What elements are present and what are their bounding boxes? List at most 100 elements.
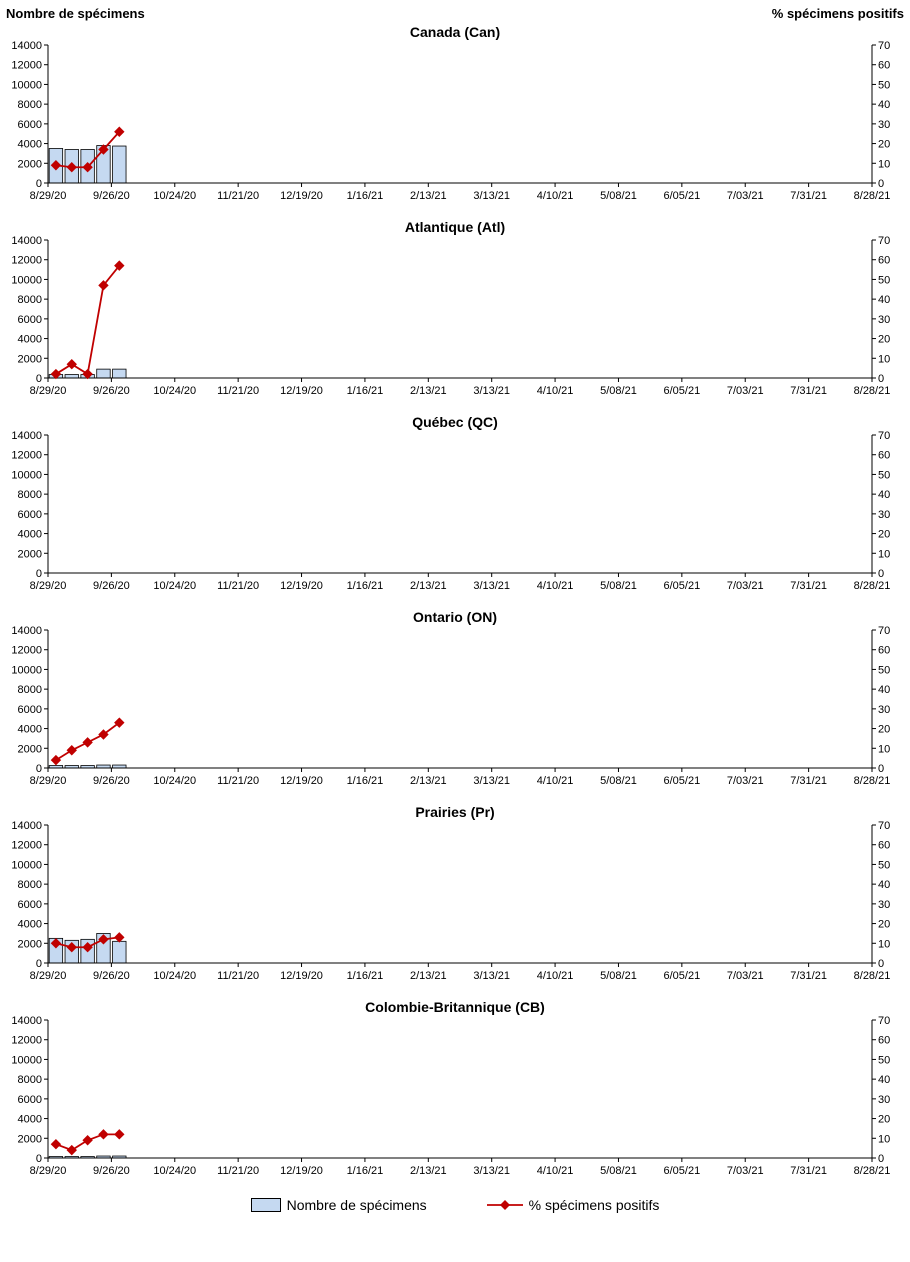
y-left-tick: 8000 <box>18 684 42 696</box>
x-tick: 1/16/21 <box>347 775 384 787</box>
x-tick: 7/31/21 <box>790 580 827 592</box>
panel-3: Ontario (ON)0200040006000800010000120001… <box>6 608 904 803</box>
y-right-tick: 60 <box>878 255 890 267</box>
y-right-tick: 70 <box>878 430 890 442</box>
x-tick: 1/16/21 <box>347 1165 384 1177</box>
x-tick: 10/24/20 <box>153 385 196 397</box>
bar <box>113 369 126 378</box>
x-tick: 5/08/21 <box>600 385 637 397</box>
y-right-tick: 10 <box>878 1133 890 1145</box>
y-right-tick: 20 <box>878 334 890 346</box>
y-left-tick: 12000 <box>11 60 42 72</box>
x-tick: 2/13/21 <box>410 775 447 787</box>
y-right-tick: 30 <box>878 704 890 716</box>
x-tick: 10/24/20 <box>153 775 196 787</box>
x-tick: 12/19/20 <box>280 1165 323 1177</box>
x-tick: 10/24/20 <box>153 1165 196 1177</box>
x-tick: 11/21/20 <box>217 1165 259 1177</box>
x-tick: 7/31/21 <box>790 385 827 397</box>
panel-2: Québec (QC)02000400060008000100001200014… <box>6 413 904 608</box>
y-left-tick: 0 <box>36 958 42 970</box>
y-left-tick: 8000 <box>18 294 42 306</box>
x-tick: 4/10/21 <box>537 970 574 982</box>
y-right-tick: 20 <box>878 139 890 151</box>
y-right-tick: 10 <box>878 353 890 365</box>
y-right-tick: 40 <box>878 879 890 891</box>
x-tick: 5/08/21 <box>600 580 637 592</box>
y-left-tick: 0 <box>36 373 42 385</box>
x-tick: 5/08/21 <box>600 775 637 787</box>
y-left-tick: 10000 <box>11 859 42 871</box>
y-left-tick: 14000 <box>11 430 42 442</box>
y-left-tick: 10000 <box>11 469 42 481</box>
y-right-tick: 10 <box>878 938 890 950</box>
x-tick: 7/31/21 <box>790 1165 827 1177</box>
x-tick: 12/19/20 <box>280 580 323 592</box>
x-tick: 9/26/20 <box>93 775 130 787</box>
y-left-tick: 2000 <box>18 353 42 365</box>
y-right-tick: 30 <box>878 1094 890 1106</box>
y-right-tick: 40 <box>878 489 890 501</box>
x-tick: 5/08/21 <box>600 970 637 982</box>
x-tick: 10/24/20 <box>153 580 196 592</box>
y-left-tick: 2000 <box>18 158 42 170</box>
y-left-tick: 10000 <box>11 274 42 286</box>
y-left-tick: 4000 <box>18 919 42 931</box>
x-tick: 6/05/21 <box>663 385 700 397</box>
marker <box>67 1146 76 1155</box>
legend-bar-swatch <box>251 1198 281 1212</box>
x-tick: 11/21/20 <box>217 775 259 787</box>
x-tick: 6/05/21 <box>663 775 700 787</box>
y-right-tick: 50 <box>878 79 890 91</box>
y-right-tick: 50 <box>878 1054 890 1066</box>
panel-5: Colombie-Britannique (CB)020004000600080… <box>6 998 904 1193</box>
y-left-tick: 12000 <box>11 450 42 462</box>
marker <box>51 1140 60 1149</box>
left-axis-title: Nombre de spécimens <box>6 6 145 21</box>
panel-title: Atlantique (Atl) <box>6 219 904 235</box>
x-tick: 3/13/21 <box>473 970 510 982</box>
x-tick: 4/10/21 <box>537 385 574 397</box>
y-left-tick: 6000 <box>18 314 42 326</box>
y-right-tick: 50 <box>878 274 890 286</box>
x-tick: 1/16/21 <box>347 970 384 982</box>
y-left-tick: 0 <box>36 568 42 580</box>
y-right-tick: 70 <box>878 40 890 52</box>
x-tick: 4/10/21 <box>537 190 574 202</box>
x-tick: 11/21/20 <box>217 385 259 397</box>
marker <box>83 738 92 747</box>
x-tick: 3/13/21 <box>473 775 510 787</box>
y-left-tick: 10000 <box>11 664 42 676</box>
y-left-tick: 4000 <box>18 1114 42 1126</box>
y-left-tick: 0 <box>36 763 42 775</box>
x-tick: 2/13/21 <box>410 1165 447 1177</box>
y-right-tick: 30 <box>878 314 890 326</box>
x-tick: 7/03/21 <box>727 1165 764 1177</box>
marker <box>115 1130 124 1139</box>
x-tick: 6/05/21 <box>663 580 700 592</box>
y-right-tick: 10 <box>878 158 890 170</box>
y-left-tick: 8000 <box>18 1074 42 1086</box>
x-tick: 7/03/21 <box>727 580 764 592</box>
x-tick: 12/19/20 <box>280 385 323 397</box>
x-tick: 10/24/20 <box>153 970 196 982</box>
x-tick: 3/13/21 <box>473 385 510 397</box>
y-right-tick: 30 <box>878 509 890 521</box>
chart-svg: 0200040006000800010000120001400001020304… <box>6 218 904 413</box>
y-right-tick: 10 <box>878 743 890 755</box>
x-tick: 8/28/21 <box>854 190 891 202</box>
y-right-tick: 0 <box>878 373 884 385</box>
y-left-tick: 14000 <box>11 235 42 247</box>
y-left-tick: 2000 <box>18 743 42 755</box>
legend-line-swatch <box>487 1199 523 1211</box>
y-right-tick: 20 <box>878 529 890 541</box>
x-tick: 8/29/20 <box>30 580 67 592</box>
y-left-tick: 8000 <box>18 99 42 111</box>
y-right-tick: 40 <box>878 294 890 306</box>
x-tick: 6/05/21 <box>663 970 700 982</box>
x-tick: 6/05/21 <box>663 1165 700 1177</box>
y-right-tick: 60 <box>878 645 890 657</box>
chart-svg: 0200040006000800010000120001400001020304… <box>6 608 904 803</box>
y-left-tick: 0 <box>36 1153 42 1165</box>
marker <box>51 756 60 765</box>
